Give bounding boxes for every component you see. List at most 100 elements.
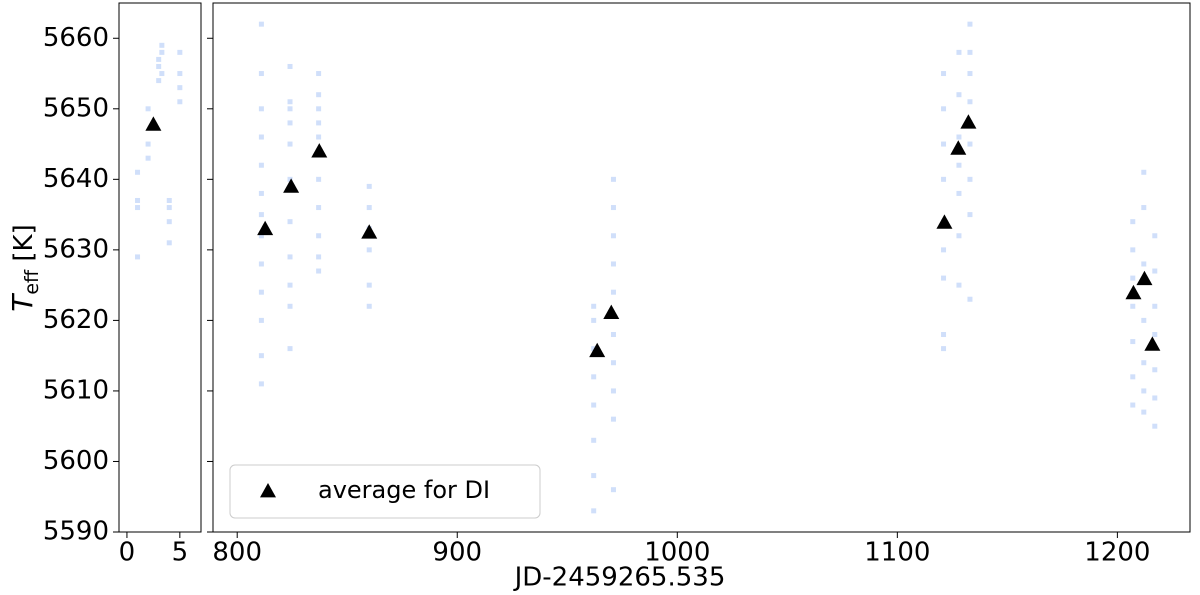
data-point bbox=[177, 71, 183, 77]
data-point bbox=[287, 63, 293, 69]
data-point bbox=[591, 346, 597, 352]
data-point bbox=[1152, 367, 1158, 373]
legend-label: average for DI bbox=[318, 476, 490, 504]
data-point bbox=[941, 106, 947, 112]
average-marker bbox=[283, 178, 300, 193]
data-point bbox=[967, 176, 973, 182]
data-point bbox=[258, 134, 264, 140]
data-point bbox=[1130, 219, 1136, 225]
data-point bbox=[166, 219, 172, 225]
data-point bbox=[258, 353, 264, 359]
data-point bbox=[941, 275, 947, 281]
data-point bbox=[956, 92, 962, 98]
data-point bbox=[258, 289, 264, 295]
data-point bbox=[941, 176, 947, 182]
data-point bbox=[1130, 339, 1136, 345]
data-point bbox=[1130, 303, 1136, 309]
data-point bbox=[1130, 247, 1136, 253]
data-point bbox=[956, 233, 962, 239]
data-point bbox=[591, 437, 597, 443]
x-tick-label: 0 bbox=[119, 538, 136, 568]
data-point bbox=[591, 303, 597, 309]
data-point bbox=[366, 205, 372, 211]
data-point bbox=[316, 71, 322, 77]
data-point bbox=[591, 473, 597, 479]
y-tick-label: 5600 bbox=[43, 446, 109, 476]
data-point bbox=[1141, 205, 1147, 211]
data-point bbox=[156, 56, 162, 62]
data-point bbox=[941, 141, 947, 147]
data-point bbox=[166, 205, 172, 211]
data-point bbox=[956, 162, 962, 168]
average-marker bbox=[257, 220, 274, 236]
data-point bbox=[967, 49, 973, 55]
data-point bbox=[610, 332, 616, 338]
data-point bbox=[287, 219, 293, 225]
data-point bbox=[1141, 169, 1147, 175]
x-tick-label: 1000 bbox=[644, 538, 710, 568]
data-point bbox=[591, 508, 597, 514]
data-point bbox=[967, 212, 973, 218]
data-point bbox=[258, 106, 264, 112]
legend-marker bbox=[260, 483, 276, 498]
plot-frame bbox=[118, 2, 202, 533]
data-point bbox=[610, 360, 616, 366]
data-point bbox=[1130, 374, 1136, 380]
data-point bbox=[610, 233, 616, 239]
data-point bbox=[316, 205, 322, 211]
data-point bbox=[287, 120, 293, 126]
data-point bbox=[166, 197, 172, 203]
data-point bbox=[287, 346, 293, 352]
data-point bbox=[258, 261, 264, 267]
data-point bbox=[135, 197, 141, 203]
data-point bbox=[316, 176, 322, 182]
data-point bbox=[159, 71, 165, 77]
average-marker bbox=[936, 214, 953, 229]
data-point bbox=[1152, 395, 1158, 401]
x-tick-label: 5 bbox=[172, 538, 189, 568]
data-point bbox=[258, 381, 264, 387]
data-point bbox=[1141, 261, 1147, 267]
data-point bbox=[316, 120, 322, 126]
data-point bbox=[967, 21, 973, 27]
data-point bbox=[1152, 233, 1158, 239]
x-tick-label: 900 bbox=[432, 538, 482, 568]
data-point bbox=[287, 254, 293, 260]
data-point bbox=[287, 282, 293, 288]
data-point bbox=[366, 282, 372, 288]
data-point bbox=[941, 71, 947, 77]
data-point bbox=[591, 402, 597, 408]
x-axis-label: JD-2459265.535 bbox=[513, 563, 726, 593]
data-point bbox=[1141, 409, 1147, 415]
data-point bbox=[159, 49, 165, 55]
data-point bbox=[967, 141, 973, 147]
average-marker bbox=[311, 143, 328, 158]
average-marker bbox=[950, 140, 967, 155]
data-point bbox=[1141, 360, 1147, 366]
data-point bbox=[366, 183, 372, 189]
data-point bbox=[287, 303, 293, 309]
data-point bbox=[967, 71, 973, 77]
data-point bbox=[1152, 423, 1158, 429]
data-point bbox=[610, 205, 616, 211]
data-point bbox=[610, 289, 616, 295]
data-point bbox=[287, 141, 293, 147]
data-point bbox=[135, 169, 141, 175]
y-label-rest: [K] bbox=[9, 224, 39, 270]
data-point bbox=[610, 388, 616, 394]
average-marker bbox=[1136, 270, 1153, 286]
data-point bbox=[258, 71, 264, 77]
data-point bbox=[1152, 303, 1158, 309]
data-point bbox=[941, 332, 947, 338]
average-marker bbox=[361, 224, 378, 239]
average-marker bbox=[1125, 284, 1142, 300]
data-point bbox=[610, 261, 616, 267]
data-point bbox=[1152, 268, 1158, 274]
average-marker bbox=[1144, 336, 1161, 351]
plot-frame bbox=[212, 2, 1191, 533]
data-point bbox=[610, 487, 616, 493]
data-point bbox=[145, 155, 151, 161]
average-marker bbox=[589, 342, 606, 358]
data-point bbox=[610, 176, 616, 182]
